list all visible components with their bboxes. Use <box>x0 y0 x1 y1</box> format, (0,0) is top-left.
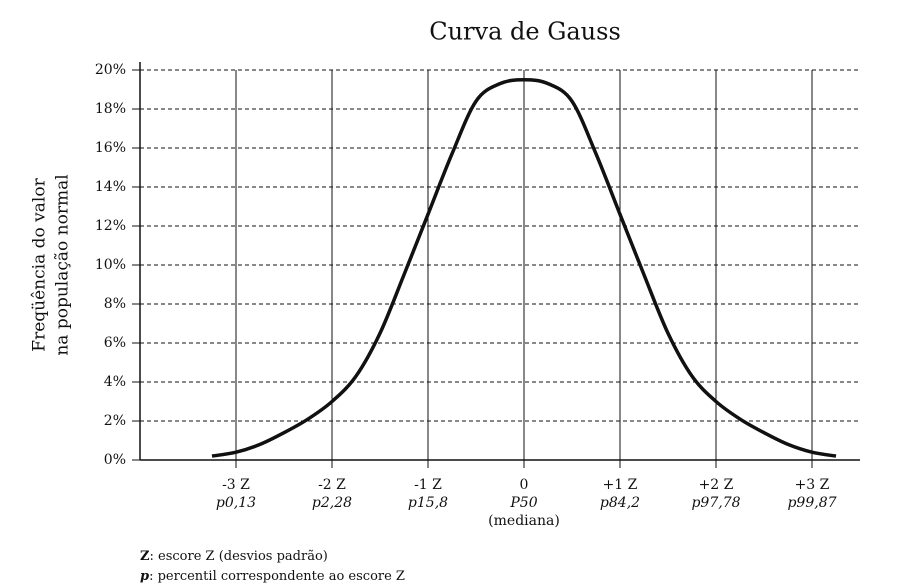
y-axis-label: Freqüência do valor <box>30 177 50 351</box>
note-text: : percentil correspondente ao escore Z <box>149 569 405 584</box>
x-tick-label: +3 Z <box>795 477 830 493</box>
percentile-label: p97,78 <box>691 495 740 511</box>
y-tick-label: 20% <box>95 62 126 78</box>
percentile-label: P50 <box>509 495 537 511</box>
x-tick-label: -2 Z <box>318 477 346 493</box>
percentile-label: p0,13 <box>216 495 256 511</box>
note: Z: escore Z (desvios padrão) <box>140 549 328 564</box>
y-tick-label: 10% <box>95 257 126 273</box>
y-tick-label: 4% <box>104 374 126 390</box>
percentile-label: p15,8 <box>408 495 448 511</box>
x-tick-label: +2 Z <box>699 477 734 493</box>
x-tick-label: +1 Z <box>603 477 638 493</box>
y-tick-label: 16% <box>95 140 126 156</box>
chart-title: Curva de Gauss <box>429 18 621 46</box>
y-tick-label: 6% <box>104 335 126 351</box>
x-tick-label: -1 Z <box>414 477 442 493</box>
y-tick-label: 8% <box>104 296 126 312</box>
note-key: p <box>140 569 149 584</box>
y-tick-label: 14% <box>95 179 126 195</box>
y-tick-label: 2% <box>104 413 126 429</box>
note-key: Z <box>140 549 150 564</box>
median-note: (mediana) <box>488 513 560 529</box>
y-tick-label: 0% <box>104 452 126 468</box>
percentile-label: p99,87 <box>787 495 836 511</box>
gauss-curve <box>211 77 837 458</box>
percentile-label: p84,2 <box>600 495 640 511</box>
y-axis-label: na população normal <box>53 174 73 355</box>
note: p: percentil correspondente ao escore Z <box>140 569 405 584</box>
note-text: : escore Z (desvios padrão) <box>150 549 328 564</box>
x-tick-label: -3 Z <box>222 477 250 493</box>
x-tick-label: 0 <box>520 477 529 493</box>
y-tick-label: 12% <box>95 218 126 234</box>
y-tick-label: 18% <box>95 101 126 117</box>
percentile-label: p2,28 <box>312 495 352 511</box>
